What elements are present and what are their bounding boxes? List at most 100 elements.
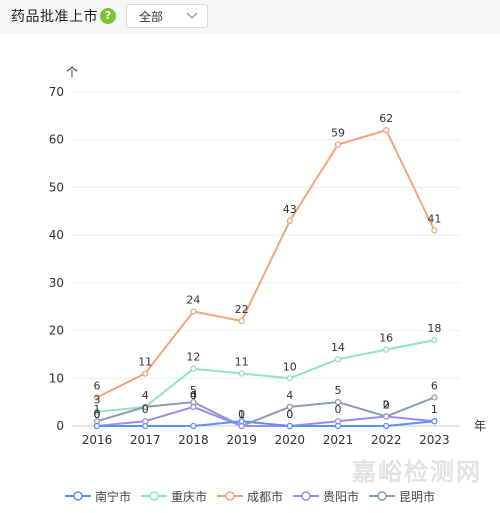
legend-label: 昆明市 — [399, 489, 436, 504]
x-tick-label: 2019 — [226, 433, 257, 447]
data-point — [383, 127, 390, 134]
legend-label: 成都市 — [246, 489, 283, 504]
x-tick-label: 2021 — [323, 433, 354, 447]
x-tick-label: 2020 — [275, 433, 306, 447]
data-label: 0 — [190, 389, 197, 402]
data-label: 43 — [283, 203, 297, 216]
data-label: 14 — [331, 341, 345, 354]
data-label: 4 — [286, 389, 293, 402]
data-label: 18 — [427, 322, 441, 335]
x-tick-label: 2017 — [130, 433, 161, 447]
data-label: 0 — [286, 408, 293, 421]
data-point — [93, 394, 101, 401]
data-label: 59 — [331, 126, 345, 139]
legend-item[interactable]: 昆明市 — [369, 486, 435, 506]
data-point — [93, 422, 101, 430]
data-point — [142, 370, 149, 377]
y-tick-label: 70 — [49, 85, 64, 99]
legend-item[interactable]: 重庆市 — [140, 486, 207, 506]
data-point — [431, 394, 438, 401]
data-label: 6 — [94, 379, 101, 392]
data-label: 16 — [379, 332, 393, 345]
data-point — [190, 365, 197, 372]
legend-marker-icon — [369, 491, 396, 501]
data-label: 3 — [94, 394, 101, 407]
legend-marker-icon — [216, 491, 243, 501]
data-label: 1 — [94, 403, 101, 416]
watermark: 嘉峪检测网 — [352, 458, 482, 486]
data-point — [142, 422, 149, 430]
data-label: 0 — [335, 403, 342, 416]
data-label: 41 — [427, 212, 441, 225]
data-point — [431, 336, 438, 344]
data-label: 1 — [431, 403, 438, 416]
data-label: 11 — [235, 356, 249, 369]
data-point — [334, 356, 342, 363]
data-label: 1 — [238, 408, 245, 421]
y-tick-label: 10 — [49, 371, 64, 385]
x-tick-label: 2023 — [419, 433, 450, 447]
data-point — [431, 418, 438, 425]
legend-label: 重庆市 — [170, 489, 207, 504]
y-tick-label: 50 — [49, 180, 64, 194]
region-select[interactable]: 全部 — [126, 4, 208, 28]
data-point — [334, 422, 342, 430]
y-tick-label: 30 — [49, 276, 64, 290]
data-point — [286, 375, 293, 382]
data-label: 5 — [335, 384, 342, 397]
series-line — [97, 420, 435, 427]
data-point — [190, 422, 197, 430]
x-tick-label: 2022 — [371, 433, 402, 447]
data-point — [286, 422, 293, 430]
legend-label: 贵阳市 — [323, 489, 360, 504]
legend-item[interactable]: 贵阳市 — [293, 486, 359, 506]
data-point — [190, 403, 197, 411]
data-point — [286, 217, 293, 224]
legend-item[interactable]: 南宁市 — [64, 486, 131, 506]
y-tick-label: 20 — [49, 324, 64, 338]
legend-marker-icon — [140, 491, 167, 501]
data-label: 6 — [431, 379, 438, 392]
y-tick-label: 60 — [49, 133, 64, 147]
data-label: 24 — [186, 293, 200, 306]
data-label: 0 — [142, 403, 149, 416]
legend-item[interactable]: 成都市 — [216, 486, 283, 506]
chart-legend: 南宁市 重庆市 成都市 贵阳市 昆明市 — [0, 486, 500, 506]
data-label: 2 — [383, 398, 390, 411]
data-label: 4 — [190, 389, 197, 402]
data-point — [286, 403, 293, 411]
series-line — [96, 128, 436, 399]
data-label: 0 — [383, 398, 390, 411]
data-point — [383, 422, 390, 430]
data-label: 22 — [235, 303, 249, 316]
legend-label: 南宁市 — [94, 489, 131, 504]
region-select-value: 全部 — [139, 10, 164, 24]
data-point — [238, 317, 245, 325]
y-tick-label: 0 — [56, 419, 64, 433]
data-label: 0 — [238, 408, 245, 421]
data-point — [238, 370, 245, 377]
data-point — [142, 403, 149, 411]
data-point — [383, 346, 390, 353]
legend-marker-icon — [64, 491, 91, 501]
data-label: 5 — [190, 384, 197, 397]
x-tick-label: 2018 — [178, 433, 209, 447]
x-axis-label: 年 — [474, 419, 486, 433]
data-label: 0 — [286, 408, 293, 421]
data-label: 0 — [94, 408, 101, 421]
y-tick-label: 40 — [49, 228, 64, 242]
data-label: 11 — [138, 356, 152, 369]
chevron-down-icon — [186, 12, 198, 19]
data-point — [238, 418, 245, 425]
data-label: 4 — [142, 389, 149, 402]
legend-marker-icon — [293, 491, 319, 501]
data-label: 10 — [283, 360, 297, 373]
data-label: 62 — [379, 112, 393, 125]
help-icon[interactable]: ? — [100, 8, 116, 24]
data-point — [334, 141, 342, 148]
data-point — [190, 308, 197, 315]
series-line — [96, 396, 435, 428]
series-line — [96, 405, 435, 427]
data-label: 12 — [186, 351, 200, 364]
